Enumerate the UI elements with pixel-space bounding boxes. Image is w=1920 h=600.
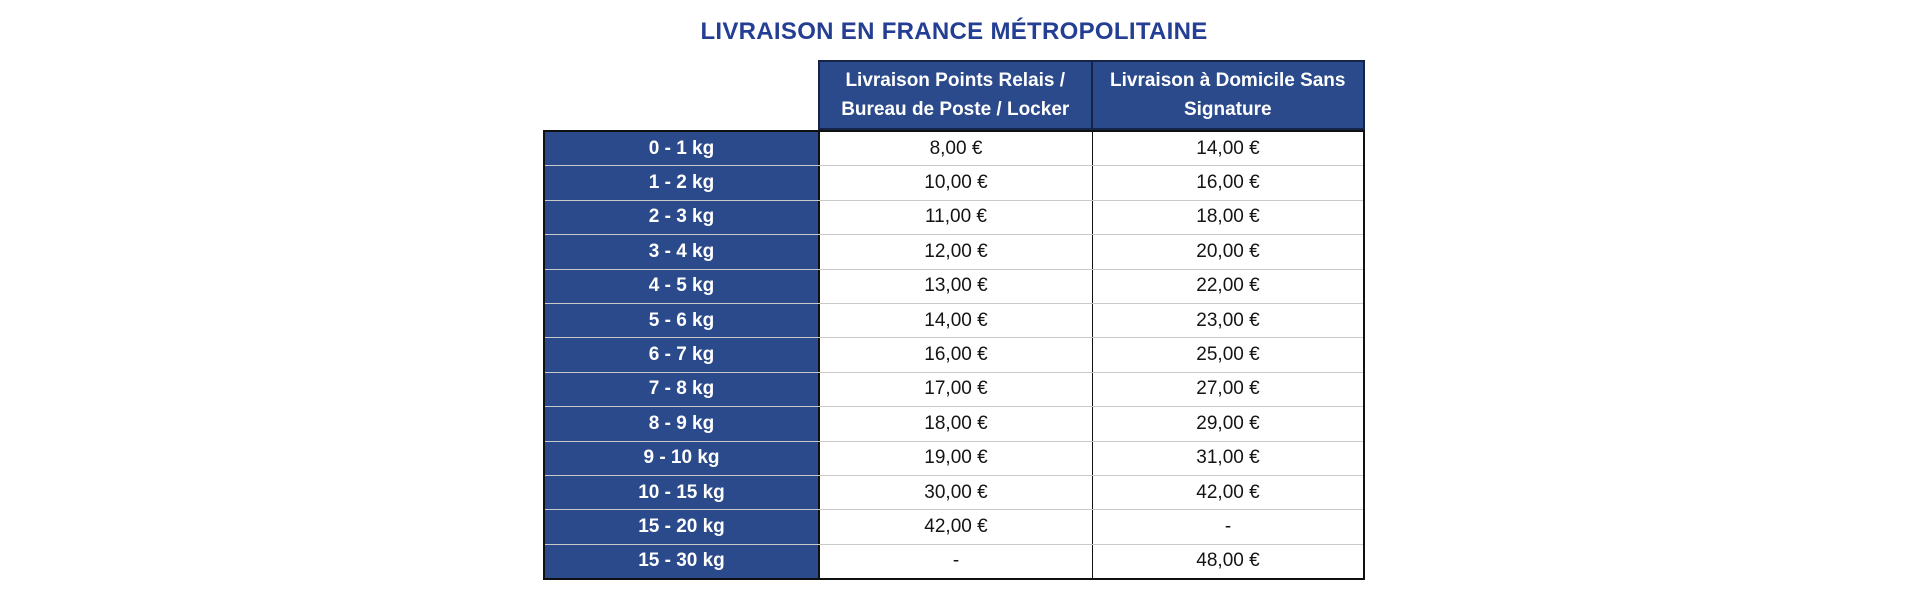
price-domicile-cell: 23,00 € [1196, 309, 1260, 331]
weight-cell: 8 - 9 kg [545, 407, 820, 441]
price-domicile-cell: 42,00 € [1196, 481, 1260, 503]
table-row: 6 - 7 kg 16,00 € 25,00 € [545, 338, 1363, 373]
weight-cell: 15 - 30 kg [545, 544, 820, 579]
price-relais-cell: 10,00 € [820, 166, 1093, 200]
weight-cell: 7 - 8 kg [545, 372, 820, 407]
price-relais-cell: 18,00 € [820, 407, 1093, 441]
price-relais-cell: 13,00 € [820, 269, 1093, 303]
weight-cell: 0 - 1 kg [545, 132, 820, 166]
header-line: Signature [1183, 99, 1272, 120]
price-relais-cell: 19,00 € [820, 441, 1093, 475]
price-domicile-cell: 31,00 € [1196, 447, 1260, 469]
price-relais-cell: 12,00 € [820, 235, 1093, 269]
weight-cell: 6 - 7 kg [545, 338, 820, 372]
weight-cell: 4 - 5 kg [545, 269, 820, 303]
table-row: 15 - 30 kg - 48,00 € [545, 544, 1363, 579]
price-domicile-cell: 22,00 € [1196, 275, 1260, 297]
price-relais-cell: 8,00 € [820, 132, 1093, 166]
price-domicile-cell: 18,00 € [1196, 206, 1260, 228]
header-line: Bureau de Poste / Locker [841, 99, 1070, 120]
header-cell-points-relais: Livraison Points Relais / Bureau de Post… [820, 62, 1093, 128]
table-row: 3 - 4 kg 12,00 € 20,00 € [545, 235, 1363, 270]
table-header-row: Livraison Points Relais / Bureau de Post… [818, 60, 1365, 130]
weight-cell: 3 - 4 kg [545, 235, 820, 269]
header-line: Livraison à Domicile Sans [1110, 70, 1346, 91]
table-row: 5 - 6 kg 14,00 € 23,00 € [545, 303, 1363, 339]
header-cell-domicile: Livraison à Domicile Sans Signature [1093, 62, 1364, 128]
weight-cell: 1 - 2 kg [545, 166, 820, 200]
page-title: LIVRAISON EN FRANCE MÉTROPOLITAINE [700, 18, 1208, 45]
price-domicile-cell: - [1224, 515, 1232, 537]
table-row: 4 - 5 kg 13,00 € 22,00 € [545, 269, 1363, 304]
table-row: 7 - 8 kg 17,00 € 27,00 € [545, 372, 1363, 408]
table-row: 1 - 2 kg 10,00 € 16,00 € [545, 166, 1363, 201]
table-row: 0 - 1 kg 8,00 € 14,00 € [545, 132, 1363, 167]
table-row: 15 - 20 kg 42,00 € - [545, 510, 1363, 545]
header-line: Livraison Points Relais / [845, 70, 1066, 91]
price-relais-cell: 11,00 € [820, 200, 1093, 235]
weight-cell: 10 - 15 kg [545, 475, 820, 510]
weight-cell: 9 - 10 kg [545, 441, 820, 475]
price-relais-cell: 30,00 € [820, 475, 1093, 510]
price-relais-cell: 14,00 € [820, 303, 1093, 338]
table-row: 10 - 15 kg 30,00 € 42,00 € [545, 475, 1363, 511]
table-row: 8 - 9 kg 18,00 € 29,00 € [545, 407, 1363, 442]
price-domicile-cell: 29,00 € [1196, 412, 1260, 434]
price-relais-cell: - [820, 544, 1093, 579]
price-domicile-cell: 25,00 € [1196, 344, 1260, 366]
price-domicile-cell: 27,00 € [1196, 378, 1260, 400]
price-relais-cell: 42,00 € [820, 510, 1093, 544]
weight-cell: 5 - 6 kg [545, 303, 820, 338]
price-domicile-cell: 16,00 € [1196, 172, 1260, 194]
table-row: 9 - 10 kg 19,00 € 31,00 € [545, 441, 1363, 476]
price-relais-cell: 17,00 € [820, 372, 1093, 407]
pricing-table: 0 - 1 kg 8,00 € 14,00 € 1 - 2 kg 10,00 €… [543, 130, 1365, 580]
price-relais-cell: 16,00 € [820, 338, 1093, 372]
weight-cell: 2 - 3 kg [545, 200, 820, 235]
table-row: 2 - 3 kg 11,00 € 18,00 € [545, 200, 1363, 236]
price-domicile-cell: 20,00 € [1196, 240, 1260, 262]
price-domicile-cell: 48,00 € [1196, 550, 1260, 572]
price-domicile-cell: 14,00 € [1196, 137, 1260, 159]
weight-cell: 15 - 20 kg [545, 510, 820, 544]
